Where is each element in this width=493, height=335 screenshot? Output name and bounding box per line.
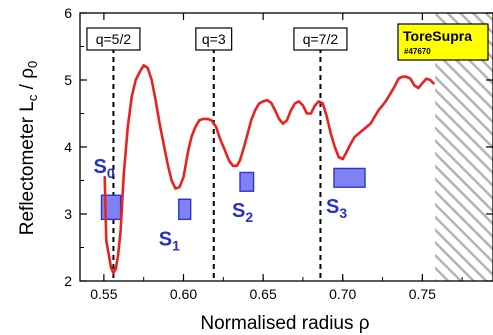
- q-label-box: [86, 27, 141, 51]
- q-label: q=5/2: [96, 31, 132, 47]
- y-axis-ticks: 2 3 4 5 6: [64, 5, 493, 289]
- q-label-box: [195, 27, 233, 51]
- x-tick-label: 0.55: [90, 286, 117, 302]
- y-axis-label: Reflectometer Lc / ρ0: [17, 61, 40, 236]
- x-axis-label: Normalised radius ρ: [200, 313, 369, 334]
- y-tick-label: 3: [64, 206, 72, 222]
- x-tick-label: 0.75: [409, 286, 436, 302]
- shot-label-box: ToreSupra #47670: [397, 23, 489, 61]
- zone-box-s3: [333, 167, 366, 188]
- zone-label-s3: S3: [326, 196, 347, 221]
- y-axis-label-mid: / ρ: [17, 68, 38, 95]
- y-axis-label-sub: c: [25, 94, 40, 101]
- y-axis-label-main: Reflectometer L: [17, 101, 38, 235]
- x-tick-label: 0.65: [249, 286, 276, 302]
- series-line-lc: [103, 64, 435, 275]
- q-label: q=7/2: [303, 31, 339, 47]
- x-tick-label: 0.70: [329, 286, 356, 302]
- q-surface-labels: q=5/2 q=3 q=7/2: [86, 27, 348, 51]
- zone-box-s2: [239, 171, 255, 192]
- zone-label-s1: S1: [159, 228, 180, 253]
- zone-box-s1: [178, 198, 192, 221]
- y-tick-label: 2: [64, 273, 72, 289]
- zone-label-s2: S2: [232, 200, 253, 225]
- shot-number: #47670: [404, 47, 431, 56]
- x-axis-ticks: 0.55 0.60 0.65 0.70 0.75: [90, 13, 463, 302]
- shot-label: ToreSupra: [403, 28, 472, 44]
- x-tick-label: 0.60: [170, 286, 197, 302]
- y-tick-label: 5: [64, 72, 72, 88]
- y-axis-label-sub2: 0: [25, 61, 40, 68]
- q-surface-lines: [112, 48, 322, 281]
- q-label-box: [293, 27, 348, 51]
- y-tick-label: 4: [64, 139, 72, 155]
- q-label: q=3: [202, 31, 226, 47]
- y-tick-label: 6: [64, 5, 72, 21]
